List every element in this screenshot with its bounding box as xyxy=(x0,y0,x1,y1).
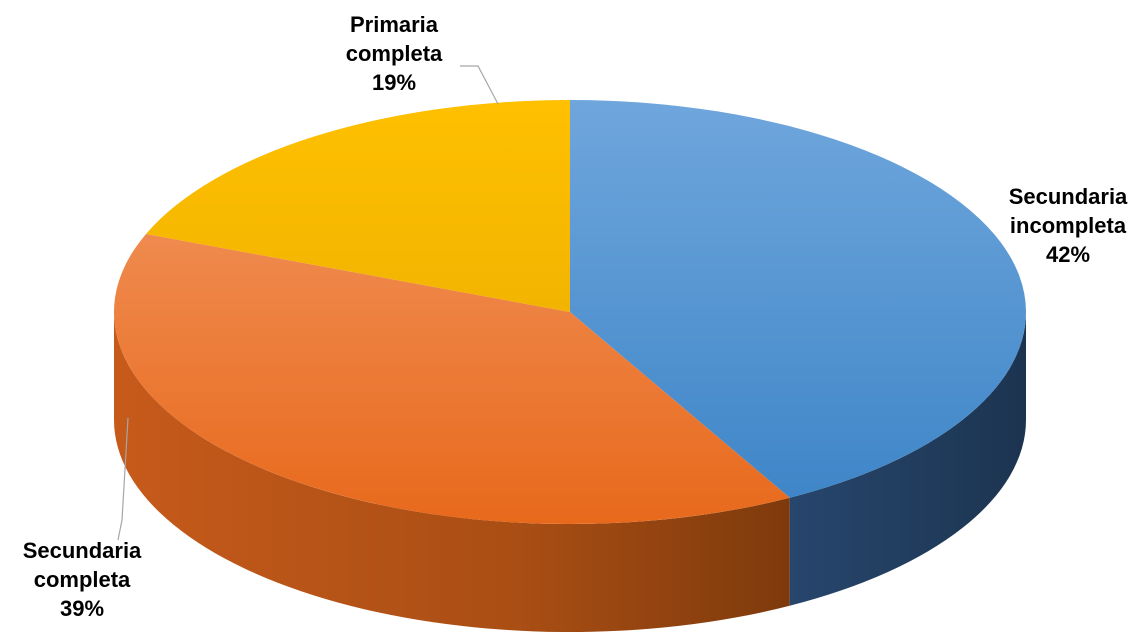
data-label-line: 39% xyxy=(60,596,104,621)
data-label-line: Secundaria xyxy=(23,538,142,563)
pie-sides xyxy=(114,312,1026,632)
data-label-line: incompleta xyxy=(1010,213,1127,238)
pie-slice-secundaria-completa xyxy=(114,233,790,525)
data-label-line: 19% xyxy=(372,70,416,95)
pie-labels: Secundaria incompleta 42% Secundaria complet… xyxy=(23,12,1128,621)
leader-line-secundaria-completa xyxy=(117,417,129,541)
leader-line-primaria-completa xyxy=(460,65,499,105)
pie-slice-primaria-completa xyxy=(146,100,571,312)
data-label-secundaria-completa: Secundaria completa 39% xyxy=(23,538,142,621)
data-label-secundaria-incompleta: Secundaria incompleta 42% xyxy=(1009,184,1128,267)
data-label-line: Primaria xyxy=(350,12,439,37)
data-label-line: completa xyxy=(34,567,131,592)
data-label-line: Secundaria xyxy=(1009,184,1128,209)
data-label-line: completa xyxy=(346,41,443,66)
pie-slice-side-secundaria-completa xyxy=(114,312,790,632)
pie-leader-lines xyxy=(117,65,499,541)
data-label-primaria-completa: Primaria completa 19% xyxy=(346,12,443,95)
pie-tops xyxy=(114,100,1027,525)
pie-slice-side-secundaria-incompleta xyxy=(789,312,1026,606)
pie-slice-secundaria-incompleta xyxy=(570,100,1027,498)
data-label-line: 42% xyxy=(1046,242,1090,267)
